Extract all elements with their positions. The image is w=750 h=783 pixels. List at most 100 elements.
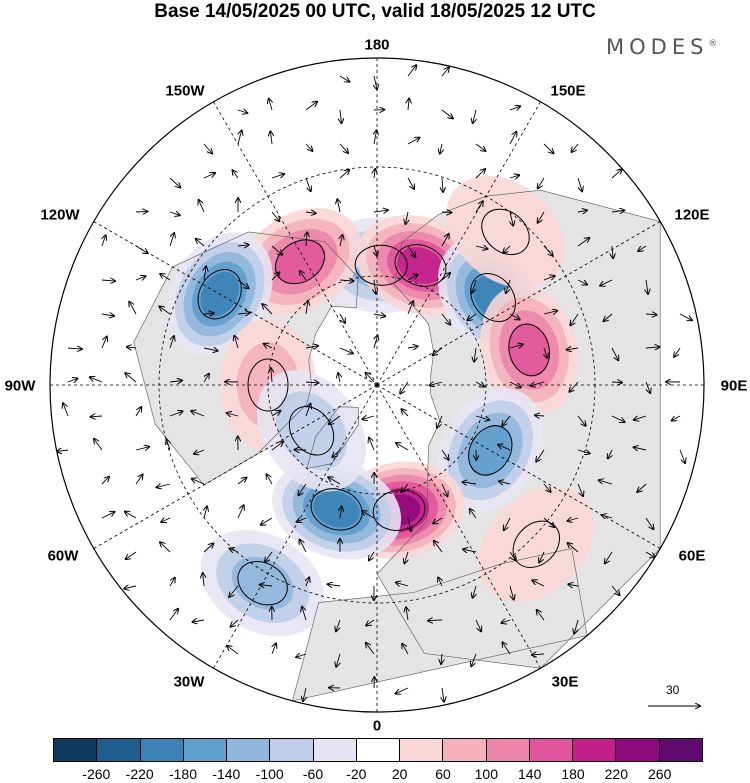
wind-vector-54 bbox=[102, 235, 106, 247]
wind-vector-269 bbox=[532, 654, 545, 655]
brand-logo: MODES® bbox=[606, 35, 717, 59]
wind-vector-93 bbox=[262, 304, 273, 315]
wind-vector-146 bbox=[135, 407, 141, 417]
wind-vector-107 bbox=[101, 337, 107, 349]
polar-map bbox=[49, 57, 705, 713]
wind-vector-60 bbox=[306, 232, 307, 247]
wind-vector-216 bbox=[126, 551, 137, 559]
wind-vector-240 bbox=[396, 582, 409, 586]
wind-vector-181 bbox=[679, 449, 685, 463]
wind-vector-100 bbox=[509, 313, 520, 319]
wind-vector-45 bbox=[337, 199, 340, 213]
wind-vector-108 bbox=[127, 347, 137, 348]
wind-vector-138 bbox=[509, 381, 521, 388]
wind-vector-113 bbox=[305, 346, 318, 348]
wind-vector-205 bbox=[297, 518, 307, 522]
wind-vector-145 bbox=[91, 416, 103, 417]
colorbar-tick-label: 60 bbox=[435, 766, 451, 782]
wind-vector-122 bbox=[611, 347, 618, 360]
lon-label-120w: 120W bbox=[40, 206, 80, 224]
wind-vector-236 bbox=[260, 585, 273, 586]
wind-vector-148 bbox=[191, 411, 205, 417]
wind-vector-200 bbox=[125, 512, 137, 519]
wind-vector-158 bbox=[535, 415, 545, 416]
wind-vector-7 bbox=[340, 109, 342, 123]
wind-vector-12 bbox=[509, 106, 520, 110]
wind-vector-98 bbox=[441, 313, 450, 325]
lon-label-90w: 90W bbox=[4, 377, 36, 395]
wind-vector-52 bbox=[577, 210, 587, 212]
colorbar-segment-13 bbox=[616, 739, 660, 761]
wind-vector-133 bbox=[338, 373, 340, 383]
wind-vector-5 bbox=[269, 99, 272, 111]
wind-vector-187 bbox=[267, 474, 273, 485]
wind-vector-218 bbox=[203, 544, 213, 553]
colorbar-tick-label: 140 bbox=[518, 766, 542, 782]
wind-vector-77 bbox=[300, 271, 307, 281]
lon-label-180: 180 bbox=[364, 36, 390, 54]
wind-vector-137 bbox=[475, 382, 484, 387]
wind-vector-26 bbox=[203, 173, 215, 179]
colorbar-tick-label: -180 bbox=[168, 766, 198, 782]
wind-vector-50 bbox=[510, 211, 513, 226]
wind-vector-228 bbox=[539, 551, 545, 562]
wind-vector-270 bbox=[303, 687, 306, 701]
wind-vector-177 bbox=[536, 449, 545, 462]
wind-vector-266 bbox=[441, 653, 442, 664]
lon-label-150w: 150W bbox=[165, 82, 205, 100]
wind-vector-229 bbox=[568, 543, 579, 553]
wind-vector-118 bbox=[474, 347, 476, 362]
wind-vector-49 bbox=[475, 201, 483, 213]
colorbar-tick-label: 100 bbox=[474, 766, 498, 782]
streamline-5 bbox=[372, 489, 426, 531]
wind-vector-79 bbox=[374, 279, 376, 294]
wind-vector-39 bbox=[135, 211, 147, 212]
wind-vector-101 bbox=[543, 311, 557, 314]
colorbar-segment-11 bbox=[529, 739, 574, 761]
registered-mark: ® bbox=[708, 39, 718, 49]
wind-vector-178 bbox=[577, 450, 590, 453]
wind-vector-191 bbox=[401, 483, 409, 492]
wind-vector-141 bbox=[611, 382, 622, 383]
wind-vector-237 bbox=[306, 578, 309, 587]
streamline-2 bbox=[470, 272, 516, 323]
wind-vector-204 bbox=[261, 517, 273, 525]
wind-vector-245 bbox=[568, 584, 579, 586]
wind-vector-251 bbox=[302, 607, 307, 621]
wind-vector-9 bbox=[408, 99, 409, 111]
wind-vector-135 bbox=[400, 381, 409, 394]
wind-vector-242 bbox=[473, 585, 477, 598]
wind-vector-163 bbox=[57, 450, 69, 451]
anomaly-shade-4-3 bbox=[468, 424, 513, 477]
wind-vector-32 bbox=[407, 177, 414, 189]
wind-vector-213 bbox=[567, 518, 579, 521]
wind-vector-183 bbox=[135, 475, 143, 485]
anomaly-shade-1-4 bbox=[397, 247, 444, 284]
wind-vector-110 bbox=[203, 348, 218, 351]
wind-vector-227 bbox=[509, 551, 516, 560]
wind-vector-132 bbox=[305, 382, 318, 383]
wind-vector-31 bbox=[374, 169, 375, 179]
wind-vector-2 bbox=[407, 65, 416, 77]
anomaly-shade-6-4 bbox=[313, 491, 360, 528]
wind-vector-48 bbox=[441, 212, 451, 213]
colorbar-segment-14 bbox=[659, 739, 702, 761]
wind-vector-92 bbox=[237, 313, 250, 314]
wind-vector-116 bbox=[407, 346, 418, 348]
wind-vector-243 bbox=[510, 585, 514, 600]
wind-vector-154 bbox=[401, 409, 409, 417]
wind-vector-219 bbox=[230, 548, 239, 552]
wind-vector-192 bbox=[441, 483, 448, 496]
wind-vector-153 bbox=[362, 416, 375, 419]
wind-vector-185 bbox=[192, 479, 205, 485]
wind-vector-53 bbox=[611, 210, 624, 212]
wind-vector-129 bbox=[203, 374, 209, 383]
wind-vector-71 bbox=[101, 280, 115, 281]
wind-vector-189 bbox=[328, 477, 341, 485]
wind-vector-161 bbox=[634, 416, 647, 420]
wind-vector-274 bbox=[442, 687, 444, 702]
wind-vector-164 bbox=[94, 439, 103, 451]
lon-label-120e: 120E bbox=[674, 206, 710, 224]
wind-vector-125 bbox=[67, 379, 77, 383]
wind-vector-59 bbox=[271, 245, 282, 255]
